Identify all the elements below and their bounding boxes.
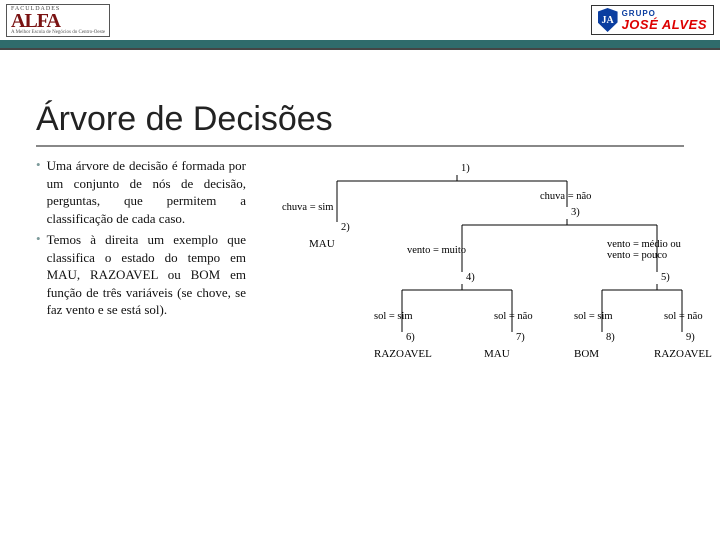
content-area: • Uma árvore de decisão é formada por um…: [0, 157, 720, 467]
tree-edge-label: vento = médio ou vento = pouco: [607, 239, 681, 261]
page-title: Árvore de Decisões: [36, 100, 720, 139]
tree-node-id: 8): [606, 332, 615, 343]
tree-leaf-label: RAZOAVEL: [374, 348, 432, 360]
tree-edge-label: sol = não: [664, 311, 703, 322]
shield-icon: JA: [598, 8, 618, 32]
grupo-line2: JOSÉ ALVES: [622, 18, 707, 31]
bullet-marker: •: [36, 157, 41, 227]
bullet-list: • Uma árvore de decisão é formada por um…: [36, 157, 246, 467]
list-item: • Uma árvore de decisão é formada por um…: [36, 157, 246, 227]
tree-edge-label: vento = muito: [407, 245, 466, 256]
tree-edge-label: sol = não: [494, 311, 533, 322]
bullet-marker: •: [36, 231, 41, 319]
tree-edge-label: chuva = sim: [282, 202, 333, 213]
tree-leaf-label: MAU: [309, 238, 335, 250]
tree-node-id: 5): [661, 272, 670, 283]
tree-edge-label: sol = sim: [374, 311, 413, 322]
tree-node-id: 3): [571, 207, 580, 218]
alfa-sub-text: A Melhor Escola de Negócios do Centro-Oe…: [11, 30, 105, 35]
tree-node-id: 7): [516, 332, 525, 343]
tree-node-id: 1): [461, 163, 470, 174]
tree-edge-label: chuva = não: [540, 191, 591, 202]
tree-node-id: 6): [406, 332, 415, 343]
title-underline: [36, 145, 684, 147]
list-item: • Temos à direita um exemplo que classif…: [36, 231, 246, 319]
tree-node-id: 9): [686, 332, 695, 343]
logo-alfa: FACULDADES ALFA A Melhor Escola de Negóc…: [6, 1, 110, 39]
tree-node-id: 4): [466, 272, 475, 283]
bullet-text-2: Temos à direita um exemplo que classific…: [47, 231, 246, 319]
decision-tree-diagram: 1) 2) chuva = sim MAU 3) chuva = não 4) vento =…: [262, 157, 700, 467]
tree-node-id: 2): [341, 222, 350, 233]
tree-edge-label: sol = sim: [574, 311, 613, 322]
alfa-main-text: ALFA: [11, 12, 105, 30]
logo-grupo: JA GRUPO JOSÉ ALVES: [591, 1, 714, 39]
tree-leaf-label: RAZOAVEL: [654, 348, 712, 360]
tree-leaf-label: BOM: [574, 348, 599, 360]
slide-header: FACULDADES ALFA A Melhor Escola de Negóc…: [0, 0, 720, 48]
tree-leaf-label: MAU: [484, 348, 510, 360]
bullet-text-1: Uma árvore de decisão é formada por um c…: [47, 157, 246, 227]
